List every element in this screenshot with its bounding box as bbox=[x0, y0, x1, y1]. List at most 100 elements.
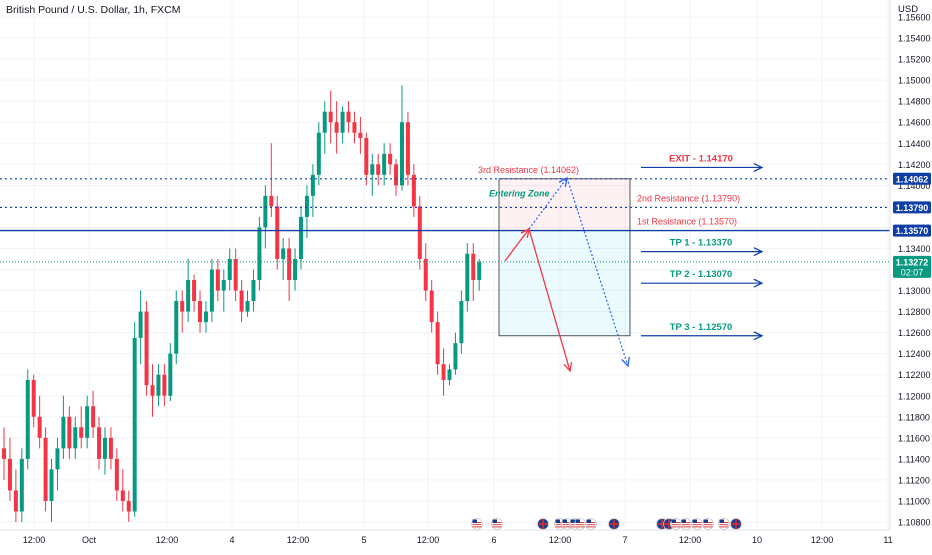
time-axis-panel[interactable] bbox=[0, 530, 890, 550]
gb-flag-icon[interactable] bbox=[730, 518, 742, 530]
candle-body bbox=[180, 301, 185, 312]
price-badge[interactable] bbox=[893, 224, 931, 237]
candle-body bbox=[227, 258, 232, 281]
candle-body bbox=[281, 248, 286, 259]
candle-body bbox=[162, 374, 167, 396]
candle-body bbox=[328, 111, 333, 123]
candle-body bbox=[2, 448, 6, 459]
candle-body bbox=[435, 322, 440, 365]
candle-body bbox=[114, 458, 119, 491]
arrow-right-icon bbox=[753, 278, 764, 288]
price-tick-label: 1.14000 bbox=[898, 181, 931, 191]
price-badge-label: 1.13570 bbox=[896, 226, 929, 236]
us-flag-icon[interactable] bbox=[491, 518, 503, 530]
price-tick-label: 1.12200 bbox=[898, 370, 931, 380]
candle-body bbox=[55, 448, 60, 470]
candle-body bbox=[192, 280, 197, 302]
candle-body bbox=[174, 301, 179, 354]
candle-body bbox=[388, 153, 393, 165]
price-tick-label: 1.11000 bbox=[898, 496, 930, 506]
symbol-title: British Pound / U.S. Dollar, 1h, FXCM bbox=[6, 4, 181, 16]
candle-body bbox=[399, 122, 404, 186]
candle-body bbox=[203, 311, 208, 323]
us-flag-icon[interactable] bbox=[561, 518, 573, 530]
price-badge[interactable] bbox=[893, 172, 931, 185]
us-flag-icon[interactable] bbox=[702, 518, 714, 530]
price-tick-label: 1.15600 bbox=[898, 13, 931, 23]
us-flag-icon[interactable] bbox=[471, 518, 483, 530]
time-tick-label: 12:00 bbox=[23, 535, 46, 545]
us-flag-icon[interactable] bbox=[585, 518, 597, 530]
time-tick-label: 12:00 bbox=[156, 535, 179, 545]
candle-body bbox=[364, 137, 369, 175]
candle-body bbox=[453, 343, 458, 370]
candle-body bbox=[245, 301, 250, 312]
candle-body bbox=[168, 353, 173, 396]
price-badge[interactable] bbox=[893, 255, 931, 278]
candle-body bbox=[215, 269, 220, 291]
alt-projection-down-arrow[interactable] bbox=[566, 177, 629, 367]
candle-body bbox=[79, 427, 84, 438]
arrow-right-icon bbox=[753, 247, 764, 257]
candle-body bbox=[37, 416, 42, 438]
us-flag-icon[interactable] bbox=[718, 518, 730, 530]
price-tick-label: 1.10800 bbox=[898, 518, 931, 528]
price-badge-label: 1.14062 bbox=[896, 174, 929, 184]
time-tick-label: 12:00 bbox=[549, 535, 572, 545]
candle-body bbox=[471, 253, 476, 281]
candle-body bbox=[394, 164, 399, 186]
candle-body bbox=[441, 364, 446, 380]
candle-body bbox=[304, 195, 309, 217]
arrow-head-icon bbox=[563, 362, 573, 373]
price-tick-label: 1.15000 bbox=[898, 76, 931, 86]
entering-zone-box[interactable] bbox=[498, 178, 631, 231]
arrow-right-icon bbox=[753, 162, 764, 172]
countdown-label: 02:07 bbox=[901, 267, 924, 277]
alt-projection-up-arrow[interactable] bbox=[528, 177, 568, 230]
projection-up-arrow[interactable] bbox=[504, 228, 530, 262]
price-badge-label: 1.13272 bbox=[896, 257, 929, 267]
candle-body bbox=[186, 280, 191, 312]
price-badge[interactable] bbox=[893, 201, 931, 214]
candle-body bbox=[25, 379, 30, 459]
candle-body bbox=[352, 122, 357, 133]
resistance-3-label: 3rd Resistance (1.14062) bbox=[478, 165, 579, 175]
arrow-head-icon bbox=[621, 356, 630, 368]
candle-body bbox=[423, 258, 428, 291]
candle-body bbox=[221, 280, 226, 291]
target-label-1: TP 1 - 1.13370 bbox=[670, 238, 733, 249]
candle-body bbox=[316, 132, 321, 175]
candle-body bbox=[156, 374, 161, 396]
gb-flag-icon[interactable] bbox=[608, 518, 620, 530]
candle-body bbox=[459, 301, 464, 344]
candle-body bbox=[340, 111, 345, 133]
candle-body bbox=[138, 311, 143, 338]
currency-label: USD bbox=[898, 4, 919, 15]
candle-body bbox=[358, 132, 363, 138]
candle-body bbox=[13, 490, 18, 512]
resistance-1-label: 1st Resistance (1.13570) bbox=[637, 217, 737, 227]
candle-body bbox=[322, 111, 327, 133]
candle-body bbox=[299, 216, 303, 259]
us-flag-icon[interactable] bbox=[691, 518, 703, 530]
candle-body bbox=[85, 406, 90, 438]
us-flag-icon[interactable] bbox=[680, 518, 692, 530]
us-flag-icon[interactable] bbox=[670, 518, 682, 530]
price-tick-label: 1.11200 bbox=[898, 475, 930, 485]
candle-body bbox=[477, 262, 482, 281]
us-flag-icon[interactable] bbox=[574, 518, 586, 530]
candle-body bbox=[31, 379, 36, 417]
gb-flag-icon[interactable] bbox=[537, 518, 549, 530]
candle-body bbox=[97, 427, 102, 459]
projection-down-arrow[interactable] bbox=[528, 228, 571, 372]
candle-body bbox=[120, 490, 125, 501]
time-tick-label: 7 bbox=[622, 535, 627, 545]
price-tick-label: 1.14400 bbox=[898, 139, 931, 149]
price-tick-label: 1.13000 bbox=[898, 286, 931, 296]
target-zone-box[interactable] bbox=[498, 230, 631, 337]
price-tick-label: 1.11400 bbox=[898, 454, 930, 464]
candle-body bbox=[150, 385, 155, 396]
target-label-0: EXIT - 1.14170 bbox=[669, 153, 733, 164]
